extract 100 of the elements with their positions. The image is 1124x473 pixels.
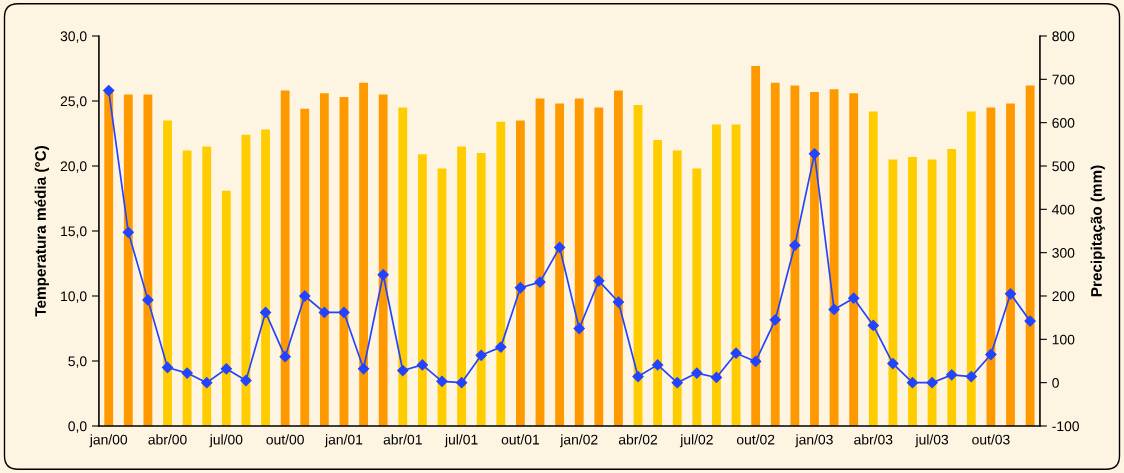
x-tick-label: jan/03	[795, 434, 833, 448]
y2-tick-label: 400	[1052, 204, 1075, 215]
bar	[927, 159, 937, 426]
point	[730, 347, 742, 359]
point	[710, 371, 723, 384]
bar	[574, 98, 584, 426]
bar	[770, 82, 780, 426]
x-tick-label: abr/01	[383, 434, 422, 445]
bar	[947, 149, 957, 426]
bar	[457, 146, 466, 426]
y2-tick-label: 0	[1052, 377, 1059, 388]
point	[318, 306, 330, 319]
y2-tick-label: 100	[1052, 334, 1075, 345]
y-tick-label: 5,0	[68, 356, 87, 368]
x-tick-label: out/01	[501, 434, 540, 445]
point	[514, 282, 527, 294]
point	[867, 319, 879, 332]
x-tick-label: jan/02	[559, 434, 598, 448]
x-tick-label: jul/03	[915, 434, 949, 448]
x-tick-label: abr/02	[618, 434, 658, 445]
y-tick-label: 20,0	[60, 161, 87, 173]
point	[985, 348, 997, 361]
x-tick-label: abr/00	[148, 434, 187, 445]
point	[534, 276, 546, 288]
point	[436, 375, 448, 387]
bar	[1025, 85, 1035, 426]
bar	[496, 121, 506, 426]
point	[259, 306, 272, 319]
y2-tick-label: 200	[1052, 291, 1075, 302]
point	[573, 322, 585, 335]
y-tick-label: 15,0	[61, 226, 87, 238]
bar	[359, 82, 368, 426]
point	[554, 241, 566, 254]
point	[377, 269, 389, 281]
point	[906, 377, 919, 389]
x-tick-label: out/02	[736, 434, 775, 445]
bar	[378, 94, 388, 426]
bar	[182, 150, 192, 426]
x-tick-label: out/03	[972, 434, 1010, 445]
point	[357, 363, 370, 375]
bar	[790, 85, 800, 426]
point	[397, 364, 409, 377]
y2-tick-label: 800	[1052, 31, 1075, 42]
point	[848, 292, 860, 304]
bar	[614, 90, 623, 426]
point	[161, 361, 174, 374]
point	[416, 359, 428, 371]
point	[769, 314, 781, 326]
point	[122, 226, 134, 238]
y-tick-label: 25,0	[60, 96, 87, 108]
point	[887, 357, 899, 370]
point	[495, 341, 507, 353]
point	[965, 370, 977, 383]
bar	[202, 146, 212, 426]
point	[612, 296, 625, 308]
bar	[555, 103, 565, 426]
x-tick-label: jul/00	[209, 434, 243, 448]
x-tick-label: out/00	[266, 434, 304, 445]
point	[103, 84, 115, 97]
point	[338, 306, 350, 319]
y2-tick-label: -100	[1052, 421, 1079, 432]
point	[808, 148, 821, 160]
y2-axis-title: Precipitação (mm)	[1090, 165, 1105, 297]
x-tick-label: jan/01	[324, 434, 363, 448]
point	[475, 349, 487, 361]
point	[828, 303, 840, 316]
point	[142, 294, 154, 306]
point	[691, 367, 703, 379]
y2-tick-label: 500	[1052, 161, 1075, 172]
bar	[888, 159, 898, 426]
point	[593, 275, 605, 287]
point	[240, 374, 252, 387]
bar	[751, 65, 761, 426]
point	[201, 377, 213, 389]
point	[455, 377, 468, 389]
bar	[319, 93, 329, 426]
bar	[1006, 103, 1015, 426]
point	[220, 363, 232, 375]
bar	[692, 168, 702, 426]
bar	[712, 124, 721, 426]
bar	[280, 90, 290, 426]
y2-tick-label: 300	[1052, 247, 1075, 258]
point	[1004, 288, 1017, 300]
y2-tick-label: 700	[1052, 74, 1075, 85]
bar	[261, 129, 270, 426]
point	[279, 351, 291, 363]
y-tick-label: 0,0	[68, 421, 87, 433]
y-tick-label: 30,0	[60, 31, 87, 43]
bar	[908, 156, 917, 426]
bar	[868, 111, 878, 426]
bar	[476, 152, 486, 426]
y2-tick-label: 600	[1052, 117, 1075, 128]
bar	[398, 107, 408, 426]
bar	[810, 91, 819, 426]
x-tick-label: jul/02	[679, 434, 713, 448]
point	[181, 367, 193, 379]
x-tick-label: abr/03	[854, 434, 893, 445]
point	[750, 355, 762, 368]
bar	[221, 190, 231, 426]
point	[299, 290, 311, 302]
